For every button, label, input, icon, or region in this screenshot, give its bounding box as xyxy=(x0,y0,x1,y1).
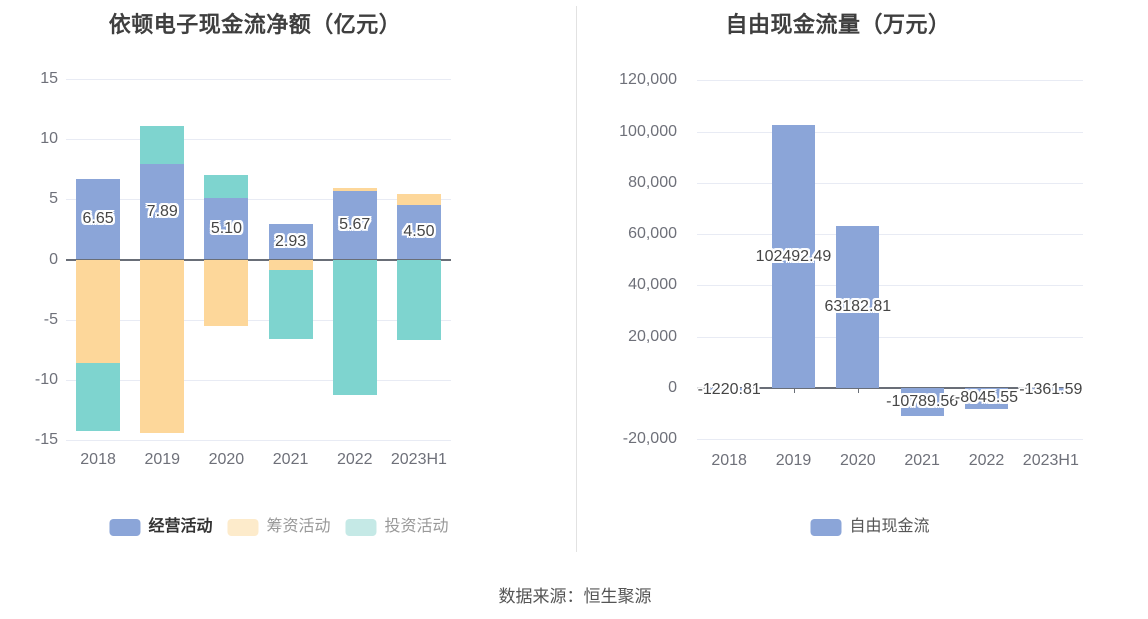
bar-segment-2018-s2 xyxy=(76,363,121,431)
zero-axis-line xyxy=(697,387,1083,389)
y-axis-tick-label: 120,000 xyxy=(619,71,677,89)
y-axis-tick-label: -15 xyxy=(34,431,58,449)
bar-value-label: 7.89 xyxy=(146,202,178,220)
legend-swatch-icon xyxy=(345,518,377,536)
gridline xyxy=(697,182,1083,184)
x-axis-category-label: 2021 xyxy=(904,452,940,469)
legend-item-label: 筹资活动 xyxy=(266,518,331,535)
gridline xyxy=(697,439,1083,441)
bar-value-label: -10789.56 xyxy=(886,392,959,410)
y-axis-tick-label: 0 xyxy=(668,379,677,396)
bar-value-label: 4.50 xyxy=(403,223,435,241)
y-axis-tick-label: 5 xyxy=(49,190,58,208)
zero-axis-line xyxy=(66,258,451,261)
bar-value-label: -1361.59 xyxy=(1019,380,1083,398)
x-axis-tick xyxy=(857,388,859,393)
y-axis-tick-label: 0 xyxy=(49,250,58,268)
legend-item-label: 自由现金流 xyxy=(849,518,930,535)
bar-value-label: 6.65 xyxy=(82,210,114,228)
bar-segment-2022-s0 xyxy=(965,388,1008,409)
legend-swatch-icon xyxy=(810,518,842,536)
y-axis-tick-label: -20,000 xyxy=(622,430,677,448)
bar-value-label: -1220.81 xyxy=(697,380,761,398)
x-axis-category-label: 2022 xyxy=(968,452,1005,469)
bar-value-label: 2.93 xyxy=(275,232,307,250)
bar-segment-2021-s2 xyxy=(268,270,313,340)
bar-segment-2020-s0 xyxy=(836,225,880,388)
bar-segment-2019-s1 xyxy=(140,259,185,434)
left-chart-title: 依顿电子现金流净额（亿元） xyxy=(108,12,402,37)
bar-value-label: 5.67 xyxy=(339,216,371,234)
bar-segment-2019-s0 xyxy=(772,125,815,388)
bar-segment-2019-s2 xyxy=(140,125,185,165)
x-axis-category-label: 2021 xyxy=(272,451,309,468)
bar-segment-2020-s1 xyxy=(204,259,249,326)
bar-segment-2018-s0 xyxy=(76,179,121,260)
gridline xyxy=(697,336,1083,338)
bar-segment-2020-s0 xyxy=(204,197,249,260)
y-axis-tick-label: 20,000 xyxy=(628,327,677,345)
bar-segment-2018-s1 xyxy=(76,259,121,364)
bar-segment-2023H1-s0 xyxy=(396,205,441,260)
bar-segment-2020-s2 xyxy=(204,175,249,198)
y-axis-tick-label: 100,000 xyxy=(619,122,677,140)
x-axis-category-label: 2022 xyxy=(336,451,373,468)
legend-item-2[interactable]: 投资活动 xyxy=(345,518,449,536)
bar-segment-2023H1-s1 xyxy=(396,194,441,206)
charts-divider xyxy=(576,6,577,552)
y-axis-tick-label: 15 xyxy=(40,69,58,87)
data-source-caption: 数据来源：恒生聚源 xyxy=(498,587,652,606)
bar-value-label: 63182.81 xyxy=(824,297,892,315)
gridline xyxy=(66,319,451,321)
bar-segment-2022-s0 xyxy=(332,191,377,260)
x-axis-category-label: 2018 xyxy=(80,451,116,468)
right-chart-title: 自由现金流量（万元） xyxy=(725,12,951,37)
gridline xyxy=(697,131,1083,133)
bar-value-label: 102492.49 xyxy=(755,247,832,265)
y-axis-tick-label: 40,000 xyxy=(628,276,677,294)
x-axis-category-label: 2019 xyxy=(775,452,812,469)
x-axis-category-label: 2018 xyxy=(711,452,747,469)
x-axis-category-label: 2020 xyxy=(840,452,876,469)
bar-segment-2021-s0 xyxy=(900,388,944,416)
bar-value-label: -8045.55 xyxy=(954,389,1019,407)
gridline xyxy=(66,380,451,382)
y-axis-tick-label: 80,000 xyxy=(628,173,677,191)
gridline xyxy=(66,440,451,442)
gridline xyxy=(697,80,1083,82)
legend-item-label: 经营活动 xyxy=(148,518,213,535)
right-chart-legend: 自由现金流 xyxy=(810,518,930,536)
y-axis-tick-label: 60,000 xyxy=(628,225,677,243)
bar-segment-2021-s0 xyxy=(268,224,313,260)
legend-item-1[interactable]: 筹资活动 xyxy=(227,518,331,536)
legend-item-0[interactable]: 经营活动 xyxy=(109,518,212,536)
legend-item-label: 投资活动 xyxy=(384,518,449,535)
legend-item-0[interactable]: 自由现金流 xyxy=(810,518,930,536)
x-axis-category-label: 2023H1 xyxy=(390,451,447,468)
legend-swatch-icon xyxy=(109,518,141,536)
y-axis-tick-label: -5 xyxy=(43,310,58,328)
bar-segment-2023H1-s2 xyxy=(396,259,441,341)
bar-value-label: 5.10 xyxy=(210,219,242,237)
x-axis-category-label: 2020 xyxy=(208,451,245,468)
gridline xyxy=(66,138,451,140)
legend-swatch-icon xyxy=(227,518,259,536)
x-axis-tick xyxy=(793,388,795,393)
x-axis-category-label: 2023H1 xyxy=(1022,452,1079,469)
bar-segment-2019-s0 xyxy=(140,164,185,260)
gridline xyxy=(66,78,451,80)
x-axis-category-label: 2019 xyxy=(144,451,181,468)
y-axis-tick-label: -10 xyxy=(34,371,58,389)
gridline xyxy=(697,234,1083,236)
bar-segment-2018-s0 xyxy=(707,388,751,392)
bar-segment-2022-s1 xyxy=(332,187,377,192)
gridline xyxy=(66,199,451,201)
bar-segment-2021-s1 xyxy=(268,259,313,271)
bar-segment-2023H1-s0 xyxy=(1029,388,1073,392)
bar-segment-2022-s2 xyxy=(332,259,377,395)
left-chart-legend: 经营活动 筹资活动 投资活动 xyxy=(109,518,449,536)
y-axis-tick-label: 10 xyxy=(40,129,58,147)
gridline xyxy=(697,285,1083,287)
